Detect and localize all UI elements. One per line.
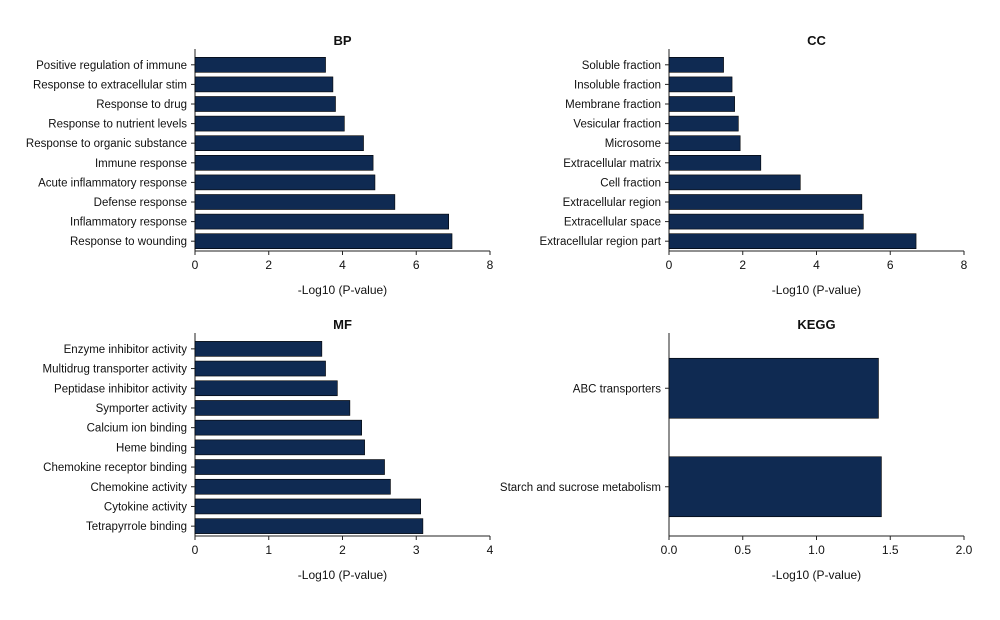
category-label: Chemokine receptor binding: [43, 462, 187, 474]
bar-vesicular-fraction: [668, 115, 739, 132]
x-tick-label: 4: [813, 258, 820, 272]
bar-cell-fraction: [668, 174, 801, 191]
x-tick-label: 4: [487, 543, 494, 557]
bar-enzyme-inhibitor-activity: [194, 341, 323, 357]
category-label: Extracellular region part: [540, 236, 662, 248]
x-axis-label: -Log10 (P-value): [772, 568, 861, 582]
category-label: Response to drug: [96, 99, 187, 111]
bar-response-to-extracellular-stim: [194, 76, 334, 93]
category-label: Response to nutrient levels: [48, 119, 187, 131]
bar-soluble-fraction: [668, 56, 724, 73]
category-label: Symporter activity: [96, 403, 188, 415]
bar-extracellular-space: [668, 213, 864, 230]
x-tick-label: 2: [265, 258, 272, 272]
category-label: Enzyme inhibitor activity: [64, 344, 188, 356]
category-label: Heme binding: [116, 442, 187, 454]
x-tick-label: 6: [887, 258, 894, 272]
category-label: Vesicular fraction: [573, 119, 661, 131]
category-label: Calcium ion binding: [87, 423, 187, 435]
bar-response-to-wounding: [194, 233, 453, 249]
bar-membrane-fraction: [668, 96, 735, 112]
bar-multidrug-transporter-activity: [194, 360, 326, 377]
category-label: Cytokine activity: [104, 501, 187, 513]
bar-chemokine-activity: [194, 478, 391, 495]
category-label: Extracellular space: [564, 217, 661, 229]
category-label: Peptidase inhibitor activity: [54, 383, 187, 395]
category-label: Defense response: [94, 197, 187, 209]
bar-response-to-drug: [194, 96, 336, 112]
x-tick-label: 0.5: [734, 543, 751, 557]
category-label: Soluble fraction: [582, 60, 661, 72]
category-label: Cell fraction: [600, 177, 661, 189]
x-tick-label: 2: [339, 543, 346, 557]
x-axis-label: -Log10 (P-value): [298, 283, 387, 297]
bar-positive-regulation-of-immune: [194, 56, 326, 73]
x-tick-label: 1.0: [808, 543, 825, 557]
bar-peptidase-inhibitor-activity: [194, 380, 338, 397]
category-label: Response to extracellular stim: [33, 79, 187, 91]
category-label: Extracellular region: [563, 197, 661, 209]
category-label: ABC transporters: [573, 383, 661, 395]
panel-title: BP: [333, 33, 351, 48]
bar-heme-binding: [194, 439, 365, 456]
bar-cytokine-activity: [194, 498, 421, 515]
x-tick-label: 4: [339, 258, 346, 272]
bar-inflammatory-response: [194, 213, 449, 230]
bar-microsome: [668, 135, 741, 151]
panel-title: CC: [807, 33, 826, 48]
bar-extracellular-matrix: [668, 155, 762, 171]
bar-insoluble-fraction: [668, 76, 733, 93]
bar-abc-transporters: [668, 357, 879, 419]
category-label: Response to organic substance: [26, 138, 187, 150]
category-label: Inflammatory response: [70, 217, 187, 229]
category-label: Multidrug transporter activity: [43, 364, 188, 376]
category-label: Immune response: [95, 158, 187, 170]
x-tick-label: 0: [192, 543, 199, 557]
bar-acute-inflammatory-response: [194, 174, 376, 191]
x-axis-label: -Log10 (P-value): [772, 283, 861, 297]
x-tick-label: 0: [192, 258, 199, 272]
bar-extracellular-region: [668, 194, 863, 210]
bar-symporter-activity: [194, 400, 351, 416]
bar-chemokine-receptor-binding: [194, 459, 385, 475]
bar-tetrapyrrole-binding: [194, 518, 424, 534]
panel-title: MF: [333, 317, 352, 332]
category-label: Acute inflammatory response: [38, 177, 187, 189]
bar-calcium-ion-binding: [194, 419, 362, 436]
bar-extracellular-region-part: [668, 233, 917, 249]
panel-title: KEGG: [797, 317, 835, 332]
x-tick-label: 2: [739, 258, 746, 272]
category-label: Microsome: [605, 138, 661, 150]
x-tick-label: 3: [413, 543, 420, 557]
bar-immune-response: [194, 155, 374, 171]
x-tick-label: 6: [413, 258, 420, 272]
category-label: Insoluble fraction: [574, 79, 661, 91]
bar-response-to-nutrient-levels: [194, 115, 345, 132]
category-label: Chemokine activity: [90, 482, 187, 494]
category-label: Response to wounding: [70, 236, 187, 248]
category-label: Tetrapyrrole binding: [86, 521, 187, 533]
category-label: Starch and sucrose metabolism: [500, 482, 661, 494]
bar-defense-response: [194, 194, 396, 210]
x-tick-label: 0: [666, 258, 673, 272]
category-label: Membrane fraction: [565, 99, 661, 111]
x-tick-label: 1: [265, 543, 272, 557]
x-tick-label: 8: [487, 258, 494, 272]
category-label: Positive regulation of immune: [36, 60, 187, 72]
x-tick-label: 8: [961, 258, 968, 272]
x-tick-label: 2.0: [956, 543, 973, 557]
x-tick-label: 1.5: [882, 543, 899, 557]
bar-starch-and-sucrose-metabolism: [668, 456, 882, 518]
x-tick-label: 0.0: [661, 543, 678, 557]
bar-response-to-organic-substance: [194, 135, 364, 151]
category-label: Extracellular matrix: [563, 158, 661, 170]
x-axis-label: -Log10 (P-value): [298, 568, 387, 582]
